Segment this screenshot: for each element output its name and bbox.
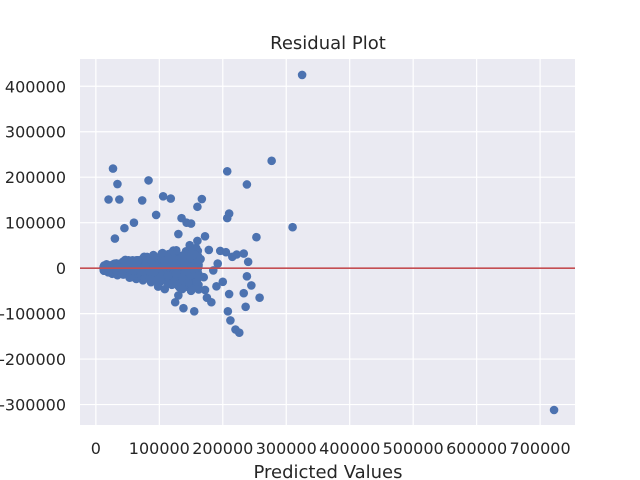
data-point [171, 269, 181, 279]
data-point [158, 248, 167, 258]
data-point [163, 271, 173, 280]
x-tick-label: 0 [91, 439, 101, 458]
y-tick-labels: -300000 -200000 -100000 0 100000 200000 300000… [0, 77, 66, 414]
data-point [186, 286, 196, 296]
x-tick-labels: 0 100000 200000 300000 400000 500000 600000 700… [91, 439, 571, 458]
data-point [193, 236, 202, 246]
data-point [129, 218, 139, 227]
data-point [234, 328, 244, 338]
data-point [200, 285, 210, 295]
data-point [182, 218, 191, 227]
data-point [222, 213, 232, 223]
y-tick-label: 300000 [5, 123, 66, 142]
plot-area [80, 59, 575, 425]
data-point [174, 229, 183, 239]
data-point [226, 316, 235, 325]
data-point [196, 254, 205, 264]
data-point [140, 261, 150, 271]
data-point [110, 234, 120, 243]
x-tick-label: 100000 [129, 439, 190, 458]
data-point [174, 291, 183, 300]
data-point [199, 272, 209, 282]
y-tick-label: 400000 [5, 77, 66, 96]
data-point [108, 164, 118, 173]
data-point [549, 405, 559, 415]
data-point [137, 196, 147, 205]
data-point [288, 222, 297, 232]
data-point [204, 245, 214, 255]
data-point [177, 284, 187, 294]
data-point [189, 307, 199, 316]
data-point [241, 302, 250, 312]
x-axis-label: Predicted Values [253, 462, 402, 480]
x-tick-label: 500000 [383, 439, 444, 458]
data-point [172, 259, 181, 268]
data-points [99, 70, 559, 415]
data-point [218, 277, 228, 287]
data-point [221, 247, 231, 257]
data-point [200, 232, 210, 241]
chart-title: Residual Plot [270, 33, 386, 54]
data-point [255, 293, 264, 302]
data-point [243, 257, 253, 267]
data-point [158, 192, 168, 201]
data-point [297, 70, 307, 80]
data-point [163, 279, 173, 289]
y-tick-label: 200000 [5, 168, 66, 187]
data-point [170, 297, 180, 307]
data-point [179, 303, 188, 313]
y-tick-label: 0 [56, 259, 66, 278]
data-point [177, 253, 187, 263]
data-point [213, 259, 223, 268]
data-point [239, 288, 249, 298]
x-tick-label: 400000 [319, 439, 380, 458]
x-tick-label: 300000 [256, 439, 317, 458]
data-point [202, 293, 212, 302]
data-point [267, 156, 276, 166]
x-tick-label: 700000 [510, 439, 571, 458]
data-point [115, 195, 124, 204]
y-tick-label: 100000 [5, 214, 66, 233]
data-point [104, 195, 113, 204]
data-point [160, 262, 169, 272]
data-point [239, 249, 249, 258]
data-point [212, 282, 221, 291]
data-point [151, 210, 161, 220]
x-tick-label: 600000 [446, 439, 507, 458]
y-tick-label: -100000 [0, 305, 66, 324]
data-point [120, 223, 129, 233]
data-point [228, 252, 237, 262]
data-point [222, 167, 232, 176]
y-tick-label: -300000 [0, 396, 66, 415]
data-point [223, 307, 233, 316]
data-point [242, 272, 252, 281]
data-point [166, 194, 176, 203]
data-point [113, 179, 122, 189]
data-point [242, 180, 252, 189]
data-point [193, 202, 202, 212]
data-point [197, 194, 207, 204]
y-tick-label: -200000 [0, 350, 66, 369]
x-tick-label: 200000 [192, 439, 253, 458]
data-point [252, 232, 261, 242]
data-point [247, 281, 256, 290]
data-point [224, 289, 234, 299]
data-point [144, 176, 153, 185]
